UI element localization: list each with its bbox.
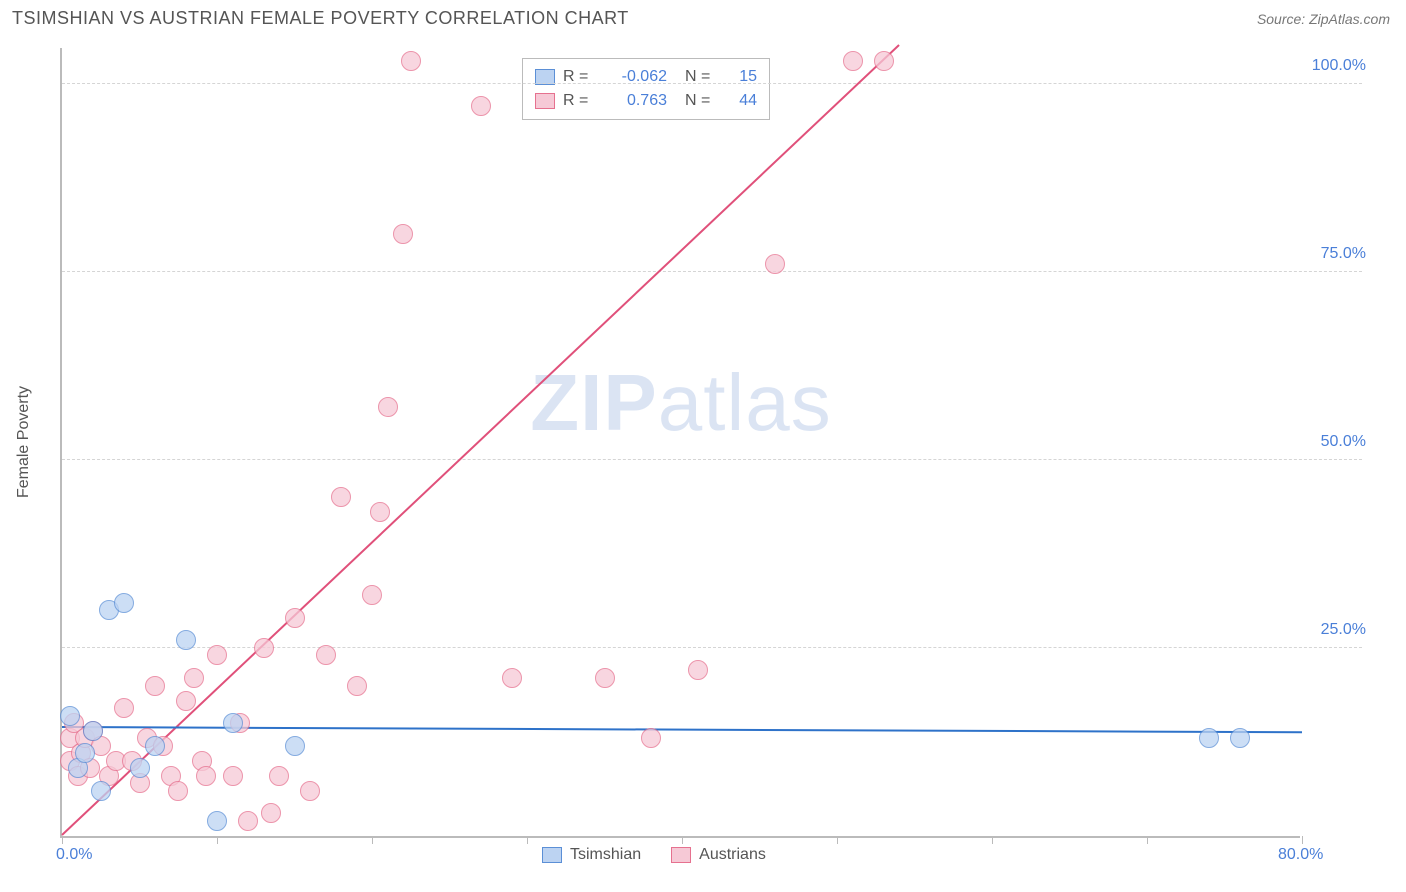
data-point — [80, 758, 100, 778]
y-tick-label: 50.0% — [1321, 433, 1366, 451]
data-point — [502, 668, 522, 688]
data-point — [285, 608, 305, 628]
x-tick — [62, 836, 63, 844]
chart: ZIPatlas Female Poverty R =-0.062N =15R … — [60, 48, 1370, 838]
legend-r-value: -0.062 — [605, 65, 667, 89]
legend-swatch — [542, 847, 562, 863]
legend-swatch — [535, 93, 555, 109]
data-point — [91, 736, 111, 756]
data-point — [75, 728, 95, 748]
y-tick-label: 100.0% — [1312, 57, 1366, 75]
legend-swatch — [671, 847, 691, 863]
data-point — [223, 766, 243, 786]
legend-label: Tsimshian — [570, 846, 641, 864]
data-point — [595, 668, 615, 688]
legend-stat-row: R = -0.062 N = 15 — [535, 65, 757, 89]
gridline — [62, 459, 1362, 460]
watermark-atlas: atlas — [658, 358, 832, 447]
data-point — [83, 721, 103, 741]
x-tick — [1147, 836, 1148, 844]
data-point — [168, 781, 188, 801]
data-point — [471, 96, 491, 116]
data-point — [114, 698, 134, 718]
plot-area: ZIPatlas Female Poverty R =-0.062N =15R … — [60, 48, 1300, 838]
legend-stats: R = -0.062 N = 15 R = 0.763 N = 44 — [522, 58, 770, 120]
data-point — [83, 721, 103, 741]
data-point — [238, 811, 258, 831]
legend-n-value: 15 — [727, 65, 757, 89]
x-tick — [837, 836, 838, 844]
source-label: Source: ZipAtlas.com — [1257, 11, 1390, 27]
data-point — [843, 51, 863, 71]
x-tick — [1302, 836, 1303, 844]
legend-r-label: R = — [563, 65, 597, 89]
legend-item: Austrians — [671, 846, 766, 864]
y-tick-label: 75.0% — [1321, 245, 1366, 263]
data-point — [114, 593, 134, 613]
data-point — [316, 645, 336, 665]
data-point — [331, 487, 351, 507]
legend-r-label: R = — [563, 89, 597, 113]
data-point — [184, 668, 204, 688]
trend-line — [61, 44, 899, 835]
data-point — [161, 766, 181, 786]
data-point — [99, 600, 119, 620]
x-tick-label: 0.0% — [56, 846, 92, 864]
gridline — [62, 271, 1362, 272]
data-point — [75, 743, 95, 763]
data-point — [300, 781, 320, 801]
data-point — [145, 676, 165, 696]
x-tick — [527, 836, 528, 844]
data-point — [60, 728, 80, 748]
legend-r-value: 0.763 — [605, 89, 667, 113]
data-point — [176, 691, 196, 711]
legend-stat-row: R = 0.763 N = 44 — [535, 89, 757, 113]
trend-line — [62, 726, 1302, 733]
data-point — [71, 743, 91, 763]
data-point — [261, 803, 281, 823]
legend-n-label: N = — [685, 65, 719, 89]
x-tick — [682, 836, 683, 844]
data-point — [223, 713, 243, 733]
page-title: TSIMSHIAN VS AUSTRIAN FEMALE POVERTY COR… — [12, 8, 629, 29]
gridline — [62, 83, 1362, 84]
x-tick — [372, 836, 373, 844]
watermark-zip: ZIP — [530, 358, 657, 447]
data-point — [207, 645, 227, 665]
data-point — [192, 751, 212, 771]
data-point — [362, 585, 382, 605]
legend-label: Austrians — [699, 846, 766, 864]
data-point — [401, 51, 421, 71]
data-point — [207, 811, 227, 831]
data-point — [68, 766, 88, 786]
x-tick-label: 80.0% — [1278, 846, 1323, 864]
data-point — [60, 751, 80, 771]
x-tick — [992, 836, 993, 844]
data-point — [130, 773, 150, 793]
legend-item: Tsimshian — [542, 846, 641, 864]
data-point — [641, 728, 661, 748]
legend-n-value: 44 — [727, 89, 757, 113]
data-point — [106, 751, 126, 771]
y-tick-label: 25.0% — [1321, 621, 1366, 639]
watermark: ZIPatlas — [530, 357, 831, 449]
data-point — [688, 660, 708, 680]
data-point — [378, 397, 398, 417]
header: TSIMSHIAN VS AUSTRIAN FEMALE POVERTY COR… — [0, 0, 1406, 37]
y-axis-label: Female Poverty — [15, 386, 33, 498]
data-point — [285, 736, 305, 756]
data-point — [68, 758, 88, 778]
data-point — [269, 766, 289, 786]
data-point — [60, 706, 80, 726]
data-point — [64, 713, 84, 733]
data-point — [196, 766, 216, 786]
data-point — [230, 713, 250, 733]
legend-series: Tsimshian Austrians — [542, 846, 766, 864]
data-point — [393, 224, 413, 244]
x-tick — [217, 836, 218, 844]
legend-n-label: N = — [685, 89, 719, 113]
data-point — [254, 638, 274, 658]
data-point — [347, 676, 367, 696]
data-point — [370, 502, 390, 522]
